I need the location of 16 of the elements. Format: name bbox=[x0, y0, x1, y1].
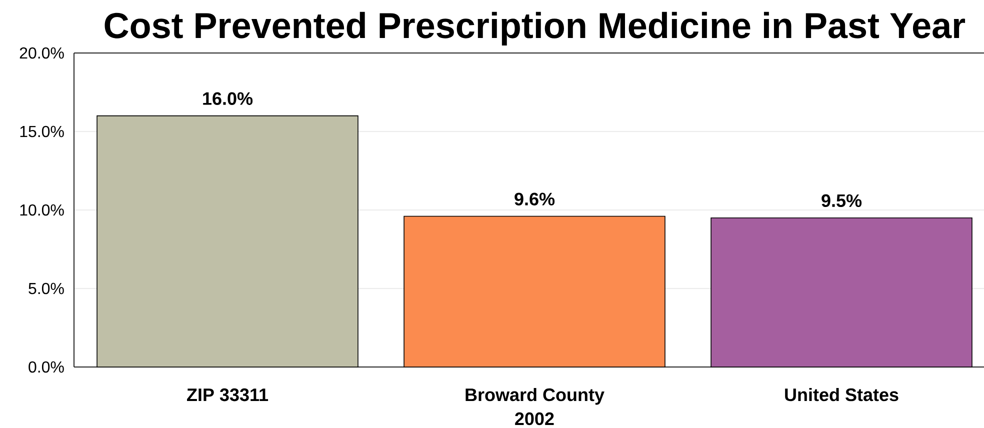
x-tick-label: ZIP 33311 bbox=[187, 388, 268, 402]
y-tick-label: 15.0% bbox=[20, 126, 64, 138]
y-tick-label: 10.0% bbox=[20, 204, 64, 216]
bar bbox=[404, 216, 666, 368]
chart-title: Cost Prevented Prescription Medicine in Past Year bbox=[104, 12, 966, 46]
data-label: 9.5% bbox=[822, 194, 862, 208]
x-axis-title: 2002 bbox=[515, 412, 554, 426]
x-tick-label: United States bbox=[785, 388, 898, 402]
x-tick-label: Broward County bbox=[466, 388, 604, 405]
data-label: 9.6% bbox=[514, 192, 555, 206]
y-tick-label: 5.0% bbox=[28, 282, 64, 294]
y-tick-label: 20.0% bbox=[20, 47, 64, 59]
data-label: 16.0% bbox=[203, 92, 253, 105]
y-tick-label: 0.0% bbox=[28, 361, 64, 373]
bar bbox=[96, 115, 358, 368]
bar bbox=[710, 217, 972, 368]
